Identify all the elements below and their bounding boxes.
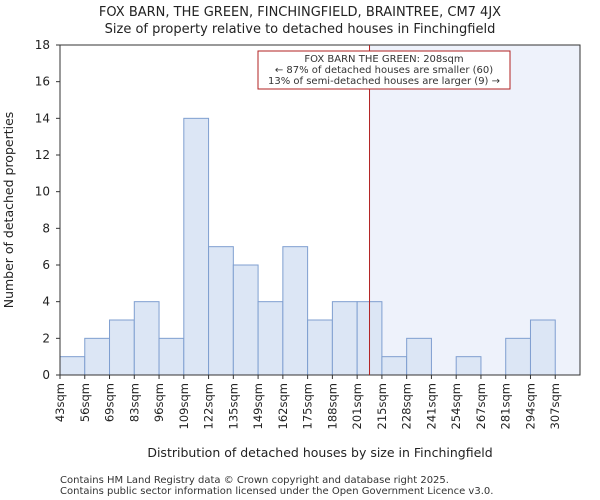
- x-tick-label: 201sqm: [350, 383, 364, 429]
- x-tick-label: 109sqm: [177, 383, 191, 429]
- x-tick-label: 254sqm: [449, 383, 463, 429]
- bar: [208, 246, 234, 376]
- y-axis-ticks: 0 2 4 6 8 10 12 14 16 18: [35, 38, 60, 382]
- chart-subtitle: Size of property relative to detached ho…: [105, 22, 496, 37]
- bar: [406, 337, 432, 376]
- y-tick-label: 8: [42, 221, 50, 235]
- y-tick-label: 18: [35, 38, 50, 52]
- x-tick-label: 122sqm: [202, 383, 216, 429]
- x-tick-label: 149sqm: [251, 383, 265, 429]
- bar: [505, 337, 531, 376]
- x-tick-label: 43sqm: [53, 383, 67, 422]
- x-tick-label: 56sqm: [78, 383, 92, 422]
- x-tick-label: 281sqm: [499, 383, 513, 429]
- x-tick-label: 135sqm: [226, 383, 240, 429]
- bar: [529, 319, 556, 376]
- annotation-line-1: FOX BARN THE GREEN: 208sqm: [304, 54, 463, 65]
- bar: [282, 246, 309, 376]
- x-tick-label: 69sqm: [103, 383, 117, 422]
- x-tick-label: 267sqm: [474, 383, 488, 429]
- x-tick-label: 162sqm: [276, 383, 290, 429]
- bar: [232, 264, 259, 376]
- x-axis-label: Distribution of detached houses by size …: [147, 445, 492, 460]
- x-tick-label: 241sqm: [424, 383, 438, 429]
- chart-title: FOX BARN, THE GREEN, FINCHINGFIELD, BRAI…: [99, 5, 501, 20]
- bars: [59, 117, 556, 376]
- plot-frame: [59, 44, 581, 376]
- bar: [109, 319, 135, 376]
- bar: [183, 117, 210, 376]
- annotation-frame: [257, 50, 511, 90]
- bar: [158, 337, 185, 376]
- annotation-line-2: ← 87% of detached houses are smaller (60…: [275, 65, 493, 76]
- bar: [381, 356, 408, 376]
- y-tick-label: 12: [35, 148, 50, 162]
- y-tick-label: 0: [42, 368, 50, 382]
- annotation-line-3: 13% of semi-detached houses are larger (…: [268, 76, 500, 87]
- bar: [455, 356, 482, 376]
- x-tick-label: 83sqm: [127, 383, 141, 422]
- y-axis-label: Number of detached properties: [1, 112, 16, 309]
- bar: [307, 319, 333, 376]
- footer-line-1: Contains HM Land Registry data © Crown c…: [60, 475, 449, 486]
- x-axis-ticks: 43sqm 56sqm 69sqm 83sqm 96sqm 109sqm 122sqm 135…: [53, 375, 562, 429]
- y-tick-label: 2: [42, 331, 50, 345]
- bar: [257, 301, 284, 376]
- x-tick-label: 175sqm: [301, 383, 315, 429]
- x-tick-label: 307sqm: [548, 383, 562, 429]
- bar: [59, 356, 86, 376]
- bar: [133, 301, 160, 376]
- y-tick-label: 6: [42, 258, 50, 272]
- x-tick-label: 228sqm: [400, 383, 414, 429]
- bar: [84, 337, 111, 376]
- annotation-box: FOX BARN THE GREEN: 208sqm ← 87% of deta…: [257, 50, 511, 90]
- y-tick-label: 16: [35, 75, 50, 89]
- x-tick-label: 215sqm: [375, 383, 389, 429]
- x-tick-label: 294sqm: [523, 383, 537, 429]
- x-tick-label: 188sqm: [325, 383, 339, 429]
- y-tick-label: 10: [35, 185, 50, 199]
- y-tick-label: 4: [42, 295, 50, 309]
- x-tick-label: 96sqm: [152, 383, 166, 422]
- bar: [331, 301, 358, 376]
- y-tick-label: 14: [35, 111, 50, 125]
- footer-line-2: Contains public sector information licen…: [60, 486, 493, 497]
